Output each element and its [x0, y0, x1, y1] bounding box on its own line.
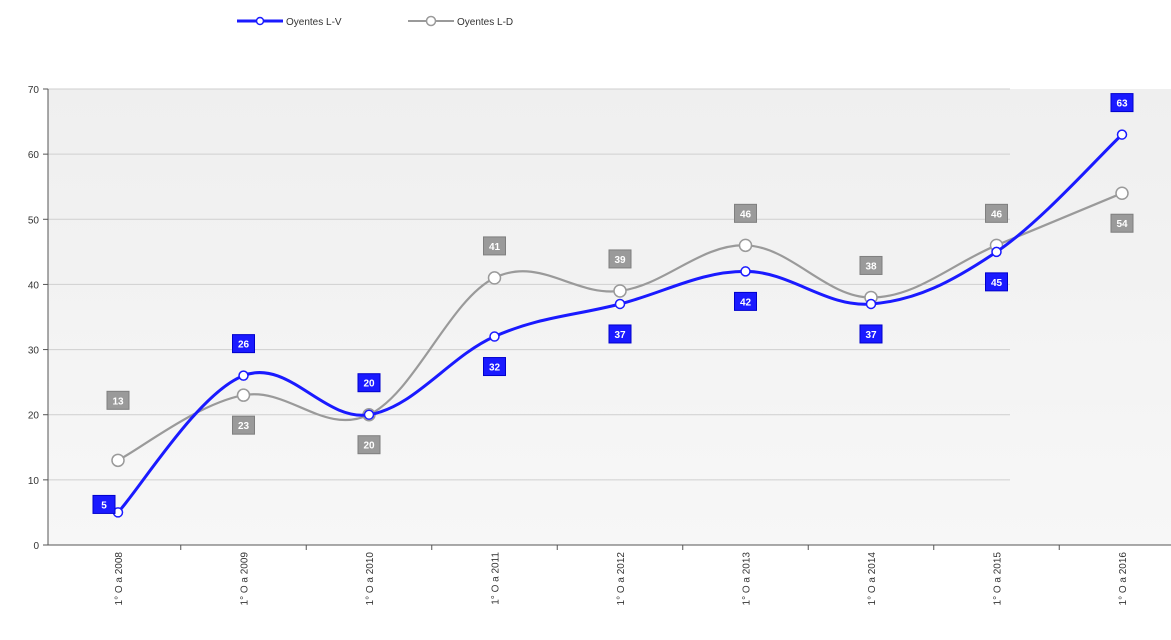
- data-label-oyentes-l-d: 39: [614, 255, 626, 266]
- data-point-oyentes-l-v: [238, 370, 249, 381]
- data-labels: 5 13 26 23 20 20 32 41 37 39 42 46 37 38 45 46 63 54: [92, 93, 1134, 514]
- y-tick-label: 70: [28, 85, 40, 96]
- data-point-oyentes-l-d: [487, 271, 502, 285]
- legend-label-oyentes-l-d: Oyentes L-D: [457, 17, 513, 28]
- x-tick-labels: 1° O a 2008 1° O a 2009 1° O a 2010 1° O a …: [114, 552, 1129, 606]
- x-tick-label: 1° O a 2008: [114, 552, 125, 606]
- x-tick-label: 1° O a 2010: [365, 552, 376, 606]
- data-label-box-oyentes-l-d: [608, 249, 632, 269]
- data-point-oyentes-l-v: [991, 246, 1002, 258]
- data-label-box-oyentes-l-v: [985, 272, 1008, 292]
- data-label-oyentes-l-d: 46: [991, 209, 1003, 220]
- data-label-box-oyentes-l-v: [232, 334, 255, 354]
- data-label-oyentes-l-d: 46: [740, 209, 752, 220]
- data-label-box-oyentes-l-d: [232, 415, 255, 435]
- data-label-box-oyentes-l-d: [859, 255, 883, 275]
- data-point-oyentes-l-d: [236, 388, 251, 402]
- y-tick-label: 20: [28, 411, 40, 422]
- x-tick-label: 1° O a 2015: [993, 552, 1004, 606]
- data-label-box-oyentes-l-d: [734, 203, 757, 223]
- data-label-box-oyentes-l-d: [106, 390, 130, 410]
- data-label-box-oyentes-l-d: [483, 236, 506, 256]
- data-point-oyentes-l-d: [738, 238, 753, 253]
- y-tick-label: 0: [33, 541, 39, 552]
- y-tick-labels: 0 10 20 30 40 50 60 70: [28, 85, 40, 552]
- data-label-oyentes-l-v: 42: [740, 297, 752, 308]
- data-label-oyentes-l-v: 32: [489, 363, 501, 374]
- x-tick-label: 1° O a 2011: [491, 552, 502, 605]
- data-label-box-oyentes-l-v: [734, 291, 757, 311]
- data-point-oyentes-l-d: [111, 453, 125, 468]
- series-lines: [111, 129, 1129, 518]
- legend-label-oyentes-l-v: Oyentes L-V: [286, 17, 342, 28]
- axes: [43, 88, 1171, 550]
- data-label-box-oyentes-l-v: [859, 324, 883, 344]
- data-label-box-oyentes-l-v: [92, 494, 116, 514]
- data-point-oyentes-l-v: [1116, 129, 1128, 140]
- data-label-box-oyentes-l-v: [357, 373, 381, 393]
- grid-lines: [48, 88, 1010, 481]
- data-label-box-oyentes-l-v: [608, 324, 632, 344]
- data-label-oyentes-l-v: 63: [1116, 99, 1128, 110]
- data-label-box-oyentes-l-d: [985, 203, 1008, 223]
- legend-marker-oyentes-l-d: [425, 15, 437, 27]
- data-label-oyentes-l-d: 41: [489, 242, 501, 253]
- y-tick-label: 60: [28, 150, 40, 161]
- y-tick-label: 30: [28, 346, 40, 357]
- legend: Oyentes L-V Oyentes L-D: [237, 15, 513, 28]
- x-tick-label: 1° O a 2016: [1118, 552, 1129, 606]
- series-line-oyentes-l-d: [117, 192, 1123, 462]
- plot-area: [48, 89, 1171, 545]
- data-label-oyentes-l-v: 26: [238, 340, 250, 351]
- data-point-oyentes-l-v: [489, 331, 500, 342]
- data-point-oyentes-l-v: [865, 298, 877, 310]
- data-label-oyentes-l-d: 23: [238, 421, 250, 432]
- x-tick-label: 1° O a 2012: [616, 552, 627, 606]
- data-label-oyentes-l-d: 38: [865, 261, 877, 272]
- legend-marker-oyentes-l-v: [255, 16, 265, 26]
- data-label-box-oyentes-l-d: [357, 435, 381, 455]
- y-tick-label: 40: [28, 280, 40, 291]
- y-tick-label: 50: [28, 215, 40, 226]
- data-label-oyentes-l-v: 5: [101, 500, 107, 511]
- data-label-oyentes-l-d: 20: [363, 441, 375, 452]
- data-label-oyentes-l-v: 45: [991, 278, 1003, 289]
- data-point-oyentes-l-v: [614, 298, 626, 310]
- x-tick-label: 1° O a 2014: [867, 552, 878, 606]
- data-point-oyentes-l-d: [613, 284, 627, 298]
- x-tick-label: 1° O a 2013: [742, 552, 753, 606]
- data-point-oyentes-l-v: [740, 266, 751, 277]
- data-label-oyentes-l-v: 20: [363, 379, 375, 390]
- data-label-oyentes-l-d: 13: [112, 396, 124, 407]
- x-tick-label: 1° O a 2009: [240, 552, 251, 606]
- data-label-oyentes-l-d: 54: [1116, 219, 1128, 230]
- data-label-oyentes-l-v: 37: [865, 330, 877, 341]
- y-tick-label: 10: [28, 476, 40, 487]
- data-label-box-oyentes-l-d: [1110, 213, 1134, 233]
- data-label-oyentes-l-v: 37: [614, 330, 626, 341]
- data-label-box-oyentes-l-v: [483, 357, 506, 377]
- data-point-oyentes-l-v: [363, 409, 375, 420]
- data-point-oyentes-l-d: [1115, 186, 1129, 200]
- data-label-box-oyentes-l-v: [1110, 93, 1134, 113]
